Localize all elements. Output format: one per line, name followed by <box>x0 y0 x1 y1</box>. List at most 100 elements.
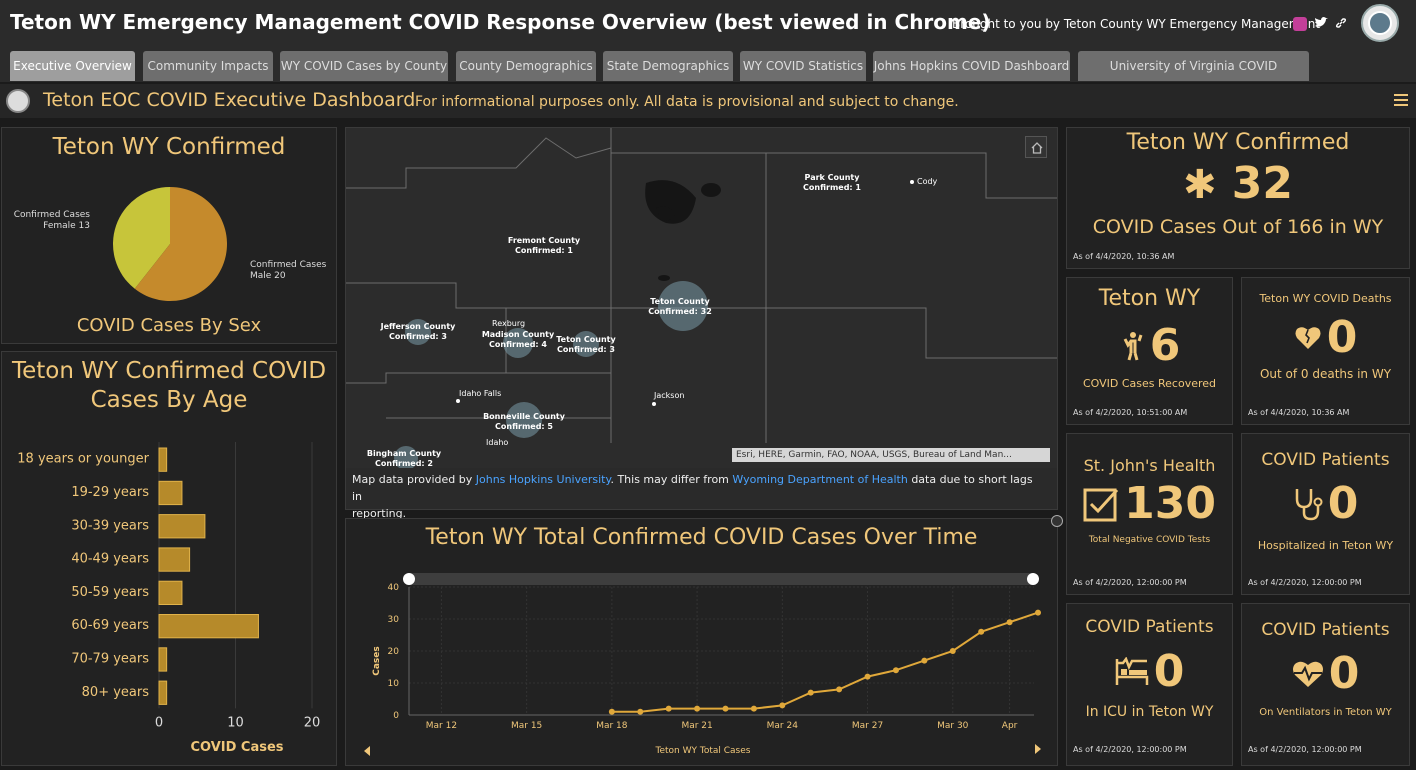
tab-executive-overview[interactable]: Executive Overview <box>10 51 135 81</box>
county-seal-logo <box>1361 4 1399 42</box>
map-count-bingham: Confirmed: 2 <box>375 459 433 468</box>
pie-slice-male[interactable] <box>134 187 227 301</box>
timeline-data-point[interactable] <box>807 689 814 696</box>
age-bar[interactable] <box>158 614 259 639</box>
stjohns-title: St. John's Health <box>1083 456 1216 475</box>
timeline-data-point[interactable] <box>1006 619 1013 626</box>
recovered-subtitle: COVID Cases Recovered <box>1082 377 1217 390</box>
timeline-data-point[interactable] <box>665 705 672 712</box>
timeline-data-point[interactable] <box>779 702 786 709</box>
vent-value-row: 0 <box>1242 648 1409 699</box>
icu-value: 0 <box>1153 646 1185 697</box>
tab-county-demographics[interactable]: County Demographics <box>456 51 596 81</box>
deaths-card: Teton WY COVID Deaths 0 Out of 0 deaths … <box>1241 277 1410 425</box>
age-x-axis-label: COVID Cases <box>190 740 284 755</box>
timeline-range-handle-right[interactable] <box>1027 573 1039 585</box>
map-town-cody: Cody <box>917 177 938 186</box>
age-bar[interactable] <box>158 647 168 672</box>
pie-label-male-2: Male 20 <box>250 271 286 281</box>
vent-stamp: As of 4/2/2020, 12:00:00 PM <box>1248 745 1362 754</box>
age-bar[interactable] <box>158 547 191 572</box>
age-bar[interactable] <box>158 580 183 605</box>
stjohns-value-row: 130 <box>1067 478 1232 529</box>
timeline-next-arrow[interactable] <box>1035 744 1041 754</box>
map-label-teton-id: Teton County <box>556 335 616 344</box>
age-bar[interactable] <box>158 480 183 506</box>
tab-wy-covid-statistics[interactable]: WY COVID Statistics <box>740 51 866 81</box>
age-category-label: 40-49 years <box>71 552 149 567</box>
broken-heart-icon <box>1295 326 1321 349</box>
timeline-data-point[interactable] <box>637 708 644 715</box>
timeline-prev-arrow[interactable] <box>364 746 370 756</box>
timeline-x-tick: Mar 24 <box>767 721 799 731</box>
timeline-data-point[interactable] <box>892 667 899 674</box>
confirmed-title: Teton WY Confirmed <box>1126 130 1350 155</box>
timeline-data-point[interactable] <box>722 705 729 712</box>
stjohns-card: St. John's Health 130 Total Negative COV… <box>1066 433 1233 595</box>
pie-slice-female[interactable] <box>113 187 170 289</box>
tab-uva-dashboard[interactable]: University of Virginia COVID Dashboard <box>1078 51 1309 103</box>
johns-hopkins-link[interactable]: Johns Hopkins University <box>475 473 611 486</box>
facebook-icon[interactable] <box>1293 16 1307 31</box>
timeline-data-point[interactable] <box>750 705 757 712</box>
age-bar[interactable] <box>158 514 206 539</box>
timeline-x-tick: Mar 30 <box>937 721 969 731</box>
age-category-label: 80+ years <box>82 685 150 700</box>
link-icon[interactable] <box>1335 14 1347 33</box>
age-bar[interactable] <box>158 680 168 705</box>
timeline-data-point[interactable] <box>608 708 615 715</box>
timeline-data-point[interactable] <box>949 648 956 654</box>
age-category-label: 18 years or younger <box>17 452 149 467</box>
twitter-icon[interactable] <box>1314 14 1328 33</box>
timeline-x-tick: Mar 18 <box>596 721 628 731</box>
timeline-title: Teton WY Total Confirmed COVID Cases Ove… <box>425 525 978 550</box>
tab-state-demographics[interactable]: State Demographics <box>603 51 733 81</box>
deaths-value: 0 <box>1326 312 1358 363</box>
map-label-madison: Madison County <box>482 330 555 339</box>
expand-icon[interactable] <box>1051 515 1063 527</box>
deaths-stamp: As of 4/4/2020, 10:36 AM <box>1248 408 1350 417</box>
timeline-data-point[interactable] <box>836 686 843 693</box>
dashboard-disclaimer: For informational purposes only. All dat… <box>415 94 959 110</box>
timeline-scrollbar[interactable] <box>409 573 1034 585</box>
timeline-x-tick: Apr <box>1002 721 1018 731</box>
recovered-person-icon <box>1123 331 1143 360</box>
map-label-park: Park County <box>805 173 861 182</box>
map-caption-text-2: . This may differ from <box>610 473 729 486</box>
timeline-data-point[interactable] <box>694 705 701 712</box>
age-bar[interactable] <box>158 447 168 472</box>
vent-title: COVID Patients <box>1261 620 1390 640</box>
tab-wy-cases-by-county[interactable]: WY COVID Cases by County <box>280 51 448 81</box>
map-home-button[interactable] <box>1025 136 1047 158</box>
age-category-label: 19-29 years <box>71 485 149 500</box>
deaths-value-row: 0 <box>1242 312 1409 363</box>
wy-health-link[interactable]: Wyoming Department of Health <box>732 473 908 486</box>
map-attribution: Esri, HERE, Garmin, FAO, NOAA, USGS, Bur… <box>732 448 1050 462</box>
map-caption: Map data provided by Johns Hopkins Unive… <box>352 471 1042 522</box>
tab-johns-hopkins[interactable]: Johns Hopkins COVID Dashboard <box>873 51 1070 81</box>
timeline-x-tick: Mar 12 <box>426 721 457 731</box>
timeline-data-point[interactable] <box>1035 609 1041 616</box>
timeline-data-point[interactable] <box>978 628 985 635</box>
vent-value: 0 <box>1328 648 1360 699</box>
checkbox-icon <box>1083 488 1119 521</box>
icu-subtitle: In ICU in Teton WY <box>1085 704 1214 720</box>
recovered-value: 6 <box>1149 320 1181 371</box>
ventilator-card: COVID Patients 0 On Ventilators in Teton… <box>1241 603 1410 766</box>
tab-community-impacts[interactable]: Community Impacts <box>143 51 273 81</box>
hospitalized-subtitle: Hospitalized in Teton WY <box>1257 539 1394 552</box>
icu-stamp: As of 4/2/2020, 12:00:00 PM <box>1073 745 1187 754</box>
timeline-range-handle-left[interactable] <box>403 573 415 585</box>
map-label-bingham: Bingham County <box>367 449 442 458</box>
timeline-x-tick: Mar 15 <box>511 721 542 731</box>
menu-icon[interactable] <box>1392 91 1410 109</box>
recovered-card: Teton WY 6 COVID Cases Recovered As of 4… <box>1066 277 1233 425</box>
age-x-tick: 0 <box>155 715 163 730</box>
timeline-data-point[interactable] <box>921 657 928 664</box>
age-category-label: 60-69 years <box>71 618 149 633</box>
icu-card: COVID Patients 0 In ICU in Teton WY As o… <box>1066 603 1233 766</box>
map-count-jefferson: Confirmed: 3 <box>389 332 447 341</box>
map-view[interactable]: Park County Confirmed: 1 Fremont County … <box>346 128 1057 468</box>
timeline-data-point[interactable] <box>864 673 871 680</box>
stjohns-subtitle: Total Negative COVID Tests <box>1088 535 1211 545</box>
